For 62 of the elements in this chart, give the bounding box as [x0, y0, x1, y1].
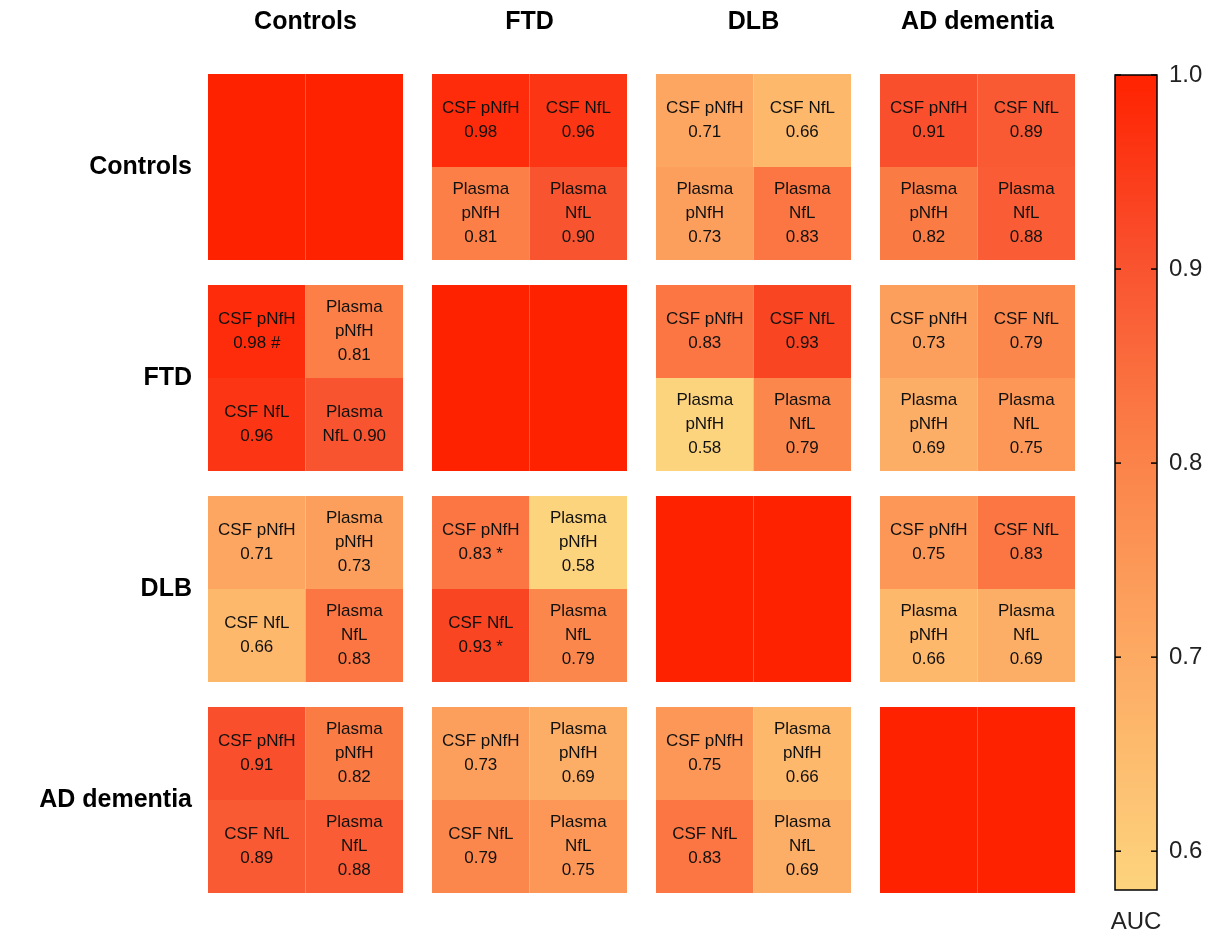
data-label: Plasma NfL 0.75 [549, 812, 608, 880]
text: AD dementia [39, 783, 194, 812]
data-label: Plasma pNfH 0.58 [549, 508, 608, 576]
data-label: CSF pNfH 0.83 * [442, 520, 520, 564]
data-label: Plasma pNfH 0.81 [325, 297, 384, 365]
data-label: Plasma NfL 0.69 [997, 601, 1056, 669]
text: FTD [143, 361, 192, 390]
color-bar-label: 0.6 [1169, 835, 1203, 863]
text: Controls [254, 5, 357, 34]
data-label: CSF pNfH 0.98 [442, 98, 520, 142]
data-label: Plasma pNfH 0.81 [452, 179, 510, 247]
data-label: CSF NfL 0.89 [993, 98, 1059, 142]
data-label: CSF pNfH 0.75 [890, 520, 968, 564]
data-label: Plasma NfL 0.83 [773, 179, 832, 247]
data-label: CSF NfL 0.96 [545, 98, 611, 142]
data-label: CSF pNfH 0.98 # [218, 309, 296, 353]
data-label: Plasma NfL 0.83 [325, 601, 384, 669]
data-label: Plasma pNfH 0.58 [676, 390, 734, 458]
data-label: Plasma pNfH 0.82 [325, 719, 384, 787]
data-label: Plasma pNfH 0.66 [900, 601, 958, 669]
data-label: CSF pNfH 0.75 [666, 731, 744, 775]
data-label: Plasma NfL 0.69 [773, 812, 832, 880]
data-label: CSF pNfH 0.73 [442, 731, 520, 775]
color-bar-label: 0.9 [1169, 253, 1203, 281]
data-label: Plasma pNfH 0.73 [676, 179, 734, 247]
data-label: CSF NfL 0.79 [448, 824, 514, 868]
data-label: CSF NfL 0.93 [769, 309, 835, 353]
data-label: Plasma pNfH 0.73 [325, 508, 384, 576]
data-label: CSF NfL 0.79 [993, 309, 1059, 353]
data-label: CSF pNfH 0.83 [666, 309, 744, 353]
color-bar-title: AUC [1110, 906, 1162, 934]
data-label: Plasma NfL 0.90 [549, 179, 608, 247]
data-label: CSF pNfH 0.71 [218, 520, 296, 564]
data-label: CSF NfL 0.96 [224, 402, 290, 446]
data-label: Plasma pNfH 0.69 [900, 390, 958, 458]
color-bar-label: 0.8 [1169, 447, 1203, 475]
data-label: Plasma NfL 0.90 [322, 402, 387, 446]
data-label: Plasma pNfH 0.82 [900, 179, 958, 247]
text: AD dementia [901, 5, 1055, 34]
data-label: Plasma NfL 0.88 [325, 812, 384, 880]
color-bar-label: 1.0 [1169, 59, 1203, 87]
color-bar-label: 0.7 [1169, 641, 1203, 669]
data-label: Plasma NfL 0.88 [997, 179, 1056, 247]
data-label: Plasma NfL 0.75 [997, 390, 1056, 458]
data-label: CSF pNfH 0.73 [890, 309, 968, 353]
text: DLB [727, 5, 780, 34]
data-label: CSF NfL 0.83 [993, 520, 1059, 564]
data-label: CSF NfL 0.66 [224, 613, 290, 657]
text: FTD [505, 5, 554, 34]
data-label: CSF NfL 0.83 [672, 824, 738, 868]
text: DLB [140, 572, 192, 601]
text: Controls [89, 150, 192, 179]
data-label: CSF pNfH 0.91 [890, 98, 968, 142]
data-label: CSF NfL 0.89 [224, 824, 290, 868]
data-label: CSF NfL 0.66 [769, 98, 835, 142]
data-label: CSF NfL 0.93 * [448, 613, 514, 657]
data-label: Plasma pNfH 0.69 [549, 719, 608, 787]
data-label: Plasma NfL 0.79 [773, 390, 832, 458]
data-label: CSF pNfH 0.71 [666, 98, 744, 142]
data-label: Plasma NfL 0.79 [549, 601, 608, 669]
data-label: CSF pNfH 0.91 [218, 731, 296, 775]
data-label: Plasma pNfH 0.66 [773, 719, 832, 787]
